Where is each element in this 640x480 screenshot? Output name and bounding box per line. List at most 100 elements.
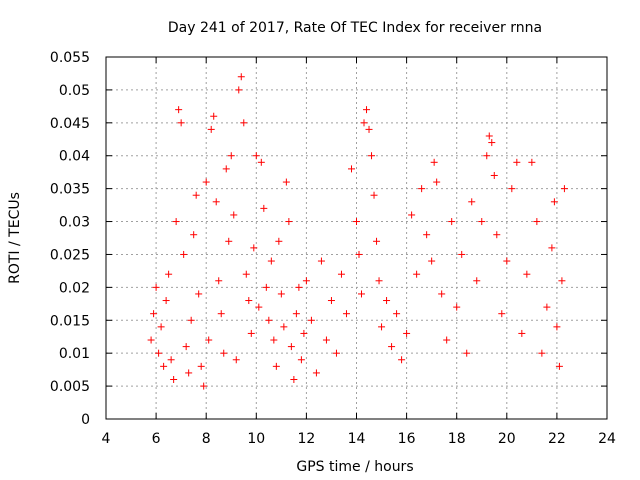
data-point bbox=[190, 231, 198, 239]
data-point bbox=[252, 152, 260, 160]
data-point bbox=[363, 106, 371, 114]
data-point bbox=[150, 310, 158, 318]
data-point bbox=[360, 119, 368, 127]
data-point bbox=[533, 218, 541, 226]
x-tick-label: 6 bbox=[152, 431, 161, 447]
data-point bbox=[418, 185, 426, 193]
data-point bbox=[290, 376, 298, 384]
data-point bbox=[272, 362, 280, 370]
data-point bbox=[468, 198, 476, 206]
data-point bbox=[342, 310, 350, 318]
data-point bbox=[165, 270, 173, 278]
data-point bbox=[242, 270, 250, 278]
x-tick-label: 16 bbox=[398, 431, 416, 447]
data-point bbox=[332, 349, 340, 357]
data-point bbox=[518, 329, 526, 337]
data-point bbox=[280, 323, 288, 331]
data-point bbox=[245, 297, 253, 305]
data-point bbox=[277, 290, 285, 298]
data-point bbox=[498, 310, 506, 318]
data-point bbox=[205, 336, 213, 344]
data-point bbox=[267, 257, 275, 265]
data-point bbox=[458, 250, 466, 258]
data-point bbox=[513, 158, 521, 166]
data-point bbox=[180, 250, 188, 258]
data-point bbox=[408, 211, 416, 219]
x-axis-label: GPS time / hours bbox=[296, 459, 413, 475]
data-point bbox=[443, 336, 451, 344]
data-point bbox=[473, 277, 481, 285]
data-point bbox=[383, 297, 391, 305]
data-point bbox=[160, 362, 168, 370]
data-point bbox=[555, 362, 563, 370]
data-point bbox=[365, 125, 373, 133]
data-point bbox=[237, 73, 245, 81]
data-point bbox=[463, 349, 471, 357]
y-axis-label: ROTI / TECUs bbox=[7, 192, 23, 284]
data-point bbox=[428, 257, 436, 265]
x-tick-label: 24 bbox=[598, 431, 616, 447]
data-point bbox=[192, 191, 200, 199]
data-point bbox=[200, 382, 208, 390]
data-point bbox=[337, 270, 345, 278]
data-point bbox=[185, 369, 193, 377]
data-point bbox=[373, 237, 381, 245]
data-point bbox=[300, 329, 308, 337]
data-point bbox=[260, 204, 268, 212]
chart-title: Day 241 of 2017, Rate Of TEC Index for r… bbox=[168, 20, 542, 36]
data-point bbox=[358, 290, 366, 298]
data-point bbox=[523, 270, 531, 278]
data-point bbox=[157, 323, 165, 331]
data-point bbox=[187, 316, 195, 324]
data-point bbox=[322, 336, 330, 344]
data-point bbox=[433, 178, 441, 186]
y-tick-label: 0.02 bbox=[59, 280, 90, 296]
data-point bbox=[175, 106, 183, 114]
y-tick-label: 0.035 bbox=[50, 182, 90, 198]
data-point bbox=[212, 198, 220, 206]
data-point bbox=[170, 376, 178, 384]
data-point bbox=[398, 356, 406, 364]
data-point bbox=[413, 270, 421, 278]
data-point bbox=[388, 343, 396, 351]
axis-ticks: 4 6 8 10 12 14 16 18 20 22 24 0 0.005 0.01 0.015 0.02 0.… bbox=[50, 50, 616, 447]
data-point bbox=[202, 178, 210, 186]
data-point bbox=[430, 158, 438, 166]
data-point bbox=[403, 329, 411, 337]
data-point bbox=[247, 329, 255, 337]
data-point bbox=[490, 171, 498, 179]
data-point bbox=[227, 152, 235, 160]
data-point bbox=[287, 343, 295, 351]
data-point bbox=[262, 283, 270, 291]
data-point bbox=[503, 257, 511, 265]
data-point bbox=[485, 132, 493, 140]
data-point bbox=[448, 218, 456, 226]
data-point bbox=[207, 125, 215, 133]
y-tick-label: 0.04 bbox=[59, 149, 90, 165]
data-point bbox=[493, 231, 501, 239]
data-point bbox=[297, 356, 305, 364]
data-point bbox=[197, 362, 205, 370]
data-point bbox=[220, 349, 228, 357]
y-tick-label: 0.01 bbox=[59, 346, 90, 362]
data-point bbox=[302, 277, 310, 285]
y-tick-label: 0.045 bbox=[50, 116, 90, 132]
data-point bbox=[453, 303, 461, 311]
y-tick-label: 0.05 bbox=[59, 83, 90, 99]
x-tick-label: 20 bbox=[498, 431, 516, 447]
data-point bbox=[295, 283, 303, 291]
x-tick-label: 4 bbox=[102, 431, 111, 447]
data-point bbox=[558, 277, 566, 285]
data-point bbox=[172, 218, 180, 226]
data-point bbox=[478, 218, 486, 226]
data-point bbox=[548, 244, 556, 252]
data-point bbox=[375, 277, 383, 285]
data-point bbox=[317, 257, 325, 265]
data-point bbox=[353, 218, 360, 226]
data-point bbox=[152, 283, 160, 291]
x-tick-label: 10 bbox=[247, 431, 265, 447]
data-point bbox=[240, 119, 248, 127]
grid bbox=[106, 57, 607, 419]
data-point bbox=[488, 139, 496, 147]
